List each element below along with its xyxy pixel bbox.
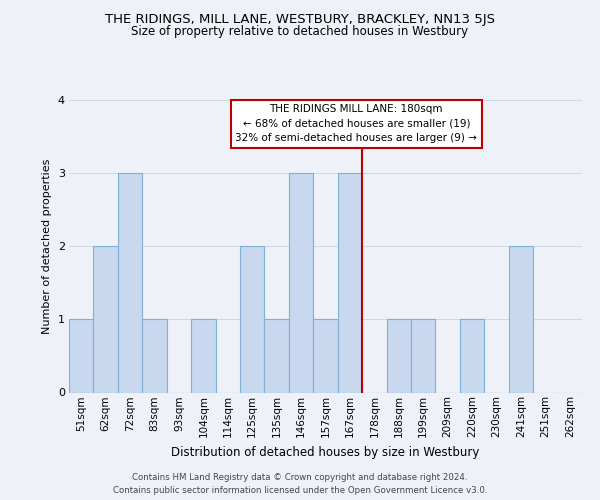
Text: Contains public sector information licensed under the Open Government Licence v3: Contains public sector information licen… <box>113 486 487 495</box>
Bar <box>118 173 142 392</box>
Bar <box>191 320 215 392</box>
Y-axis label: Number of detached properties: Number of detached properties <box>42 158 52 334</box>
Bar <box>313 320 338 392</box>
Bar <box>94 246 118 392</box>
Bar <box>509 246 533 392</box>
Bar <box>460 320 484 392</box>
X-axis label: Distribution of detached houses by size in Westbury: Distribution of detached houses by size … <box>172 446 479 458</box>
Bar <box>142 320 167 392</box>
Text: THE RIDINGS MILL LANE: 180sqm
← 68% of detached houses are smaller (19)
32% of s: THE RIDINGS MILL LANE: 180sqm ← 68% of d… <box>235 104 477 143</box>
Bar <box>69 320 94 392</box>
Bar <box>411 320 436 392</box>
Bar <box>386 320 411 392</box>
Bar <box>338 173 362 392</box>
Bar <box>265 320 289 392</box>
Bar <box>240 246 265 392</box>
Text: THE RIDINGS, MILL LANE, WESTBURY, BRACKLEY, NN13 5JS: THE RIDINGS, MILL LANE, WESTBURY, BRACKL… <box>105 12 495 26</box>
Bar <box>289 173 313 392</box>
Text: Size of property relative to detached houses in Westbury: Size of property relative to detached ho… <box>131 25 469 38</box>
Text: Contains HM Land Registry data © Crown copyright and database right 2024.: Contains HM Land Registry data © Crown c… <box>132 472 468 482</box>
